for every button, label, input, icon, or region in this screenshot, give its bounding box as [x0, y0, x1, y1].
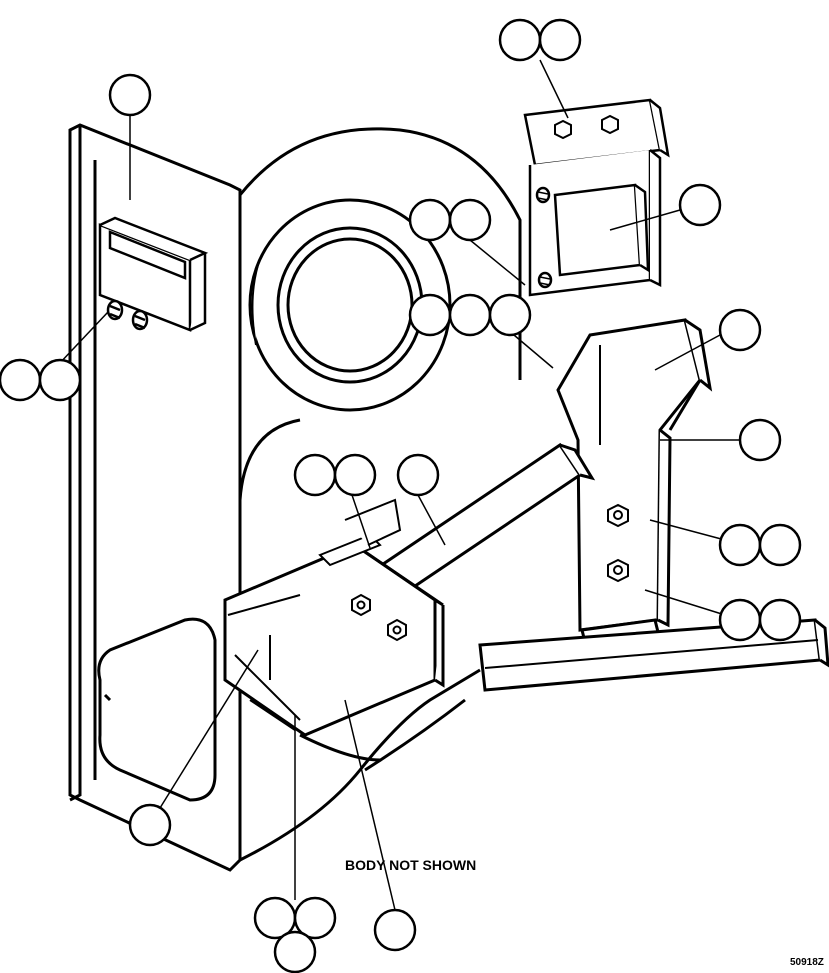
technical-diagram: BODY NOT SHOWN 50918Z [0, 0, 829, 973]
drawing-id-label: 50918Z [790, 957, 824, 968]
right-stop-arm [558, 320, 710, 650]
top-right-bracket [525, 100, 668, 295]
annotation-body-not-shown: BODY NOT SHOWN [345, 857, 476, 873]
